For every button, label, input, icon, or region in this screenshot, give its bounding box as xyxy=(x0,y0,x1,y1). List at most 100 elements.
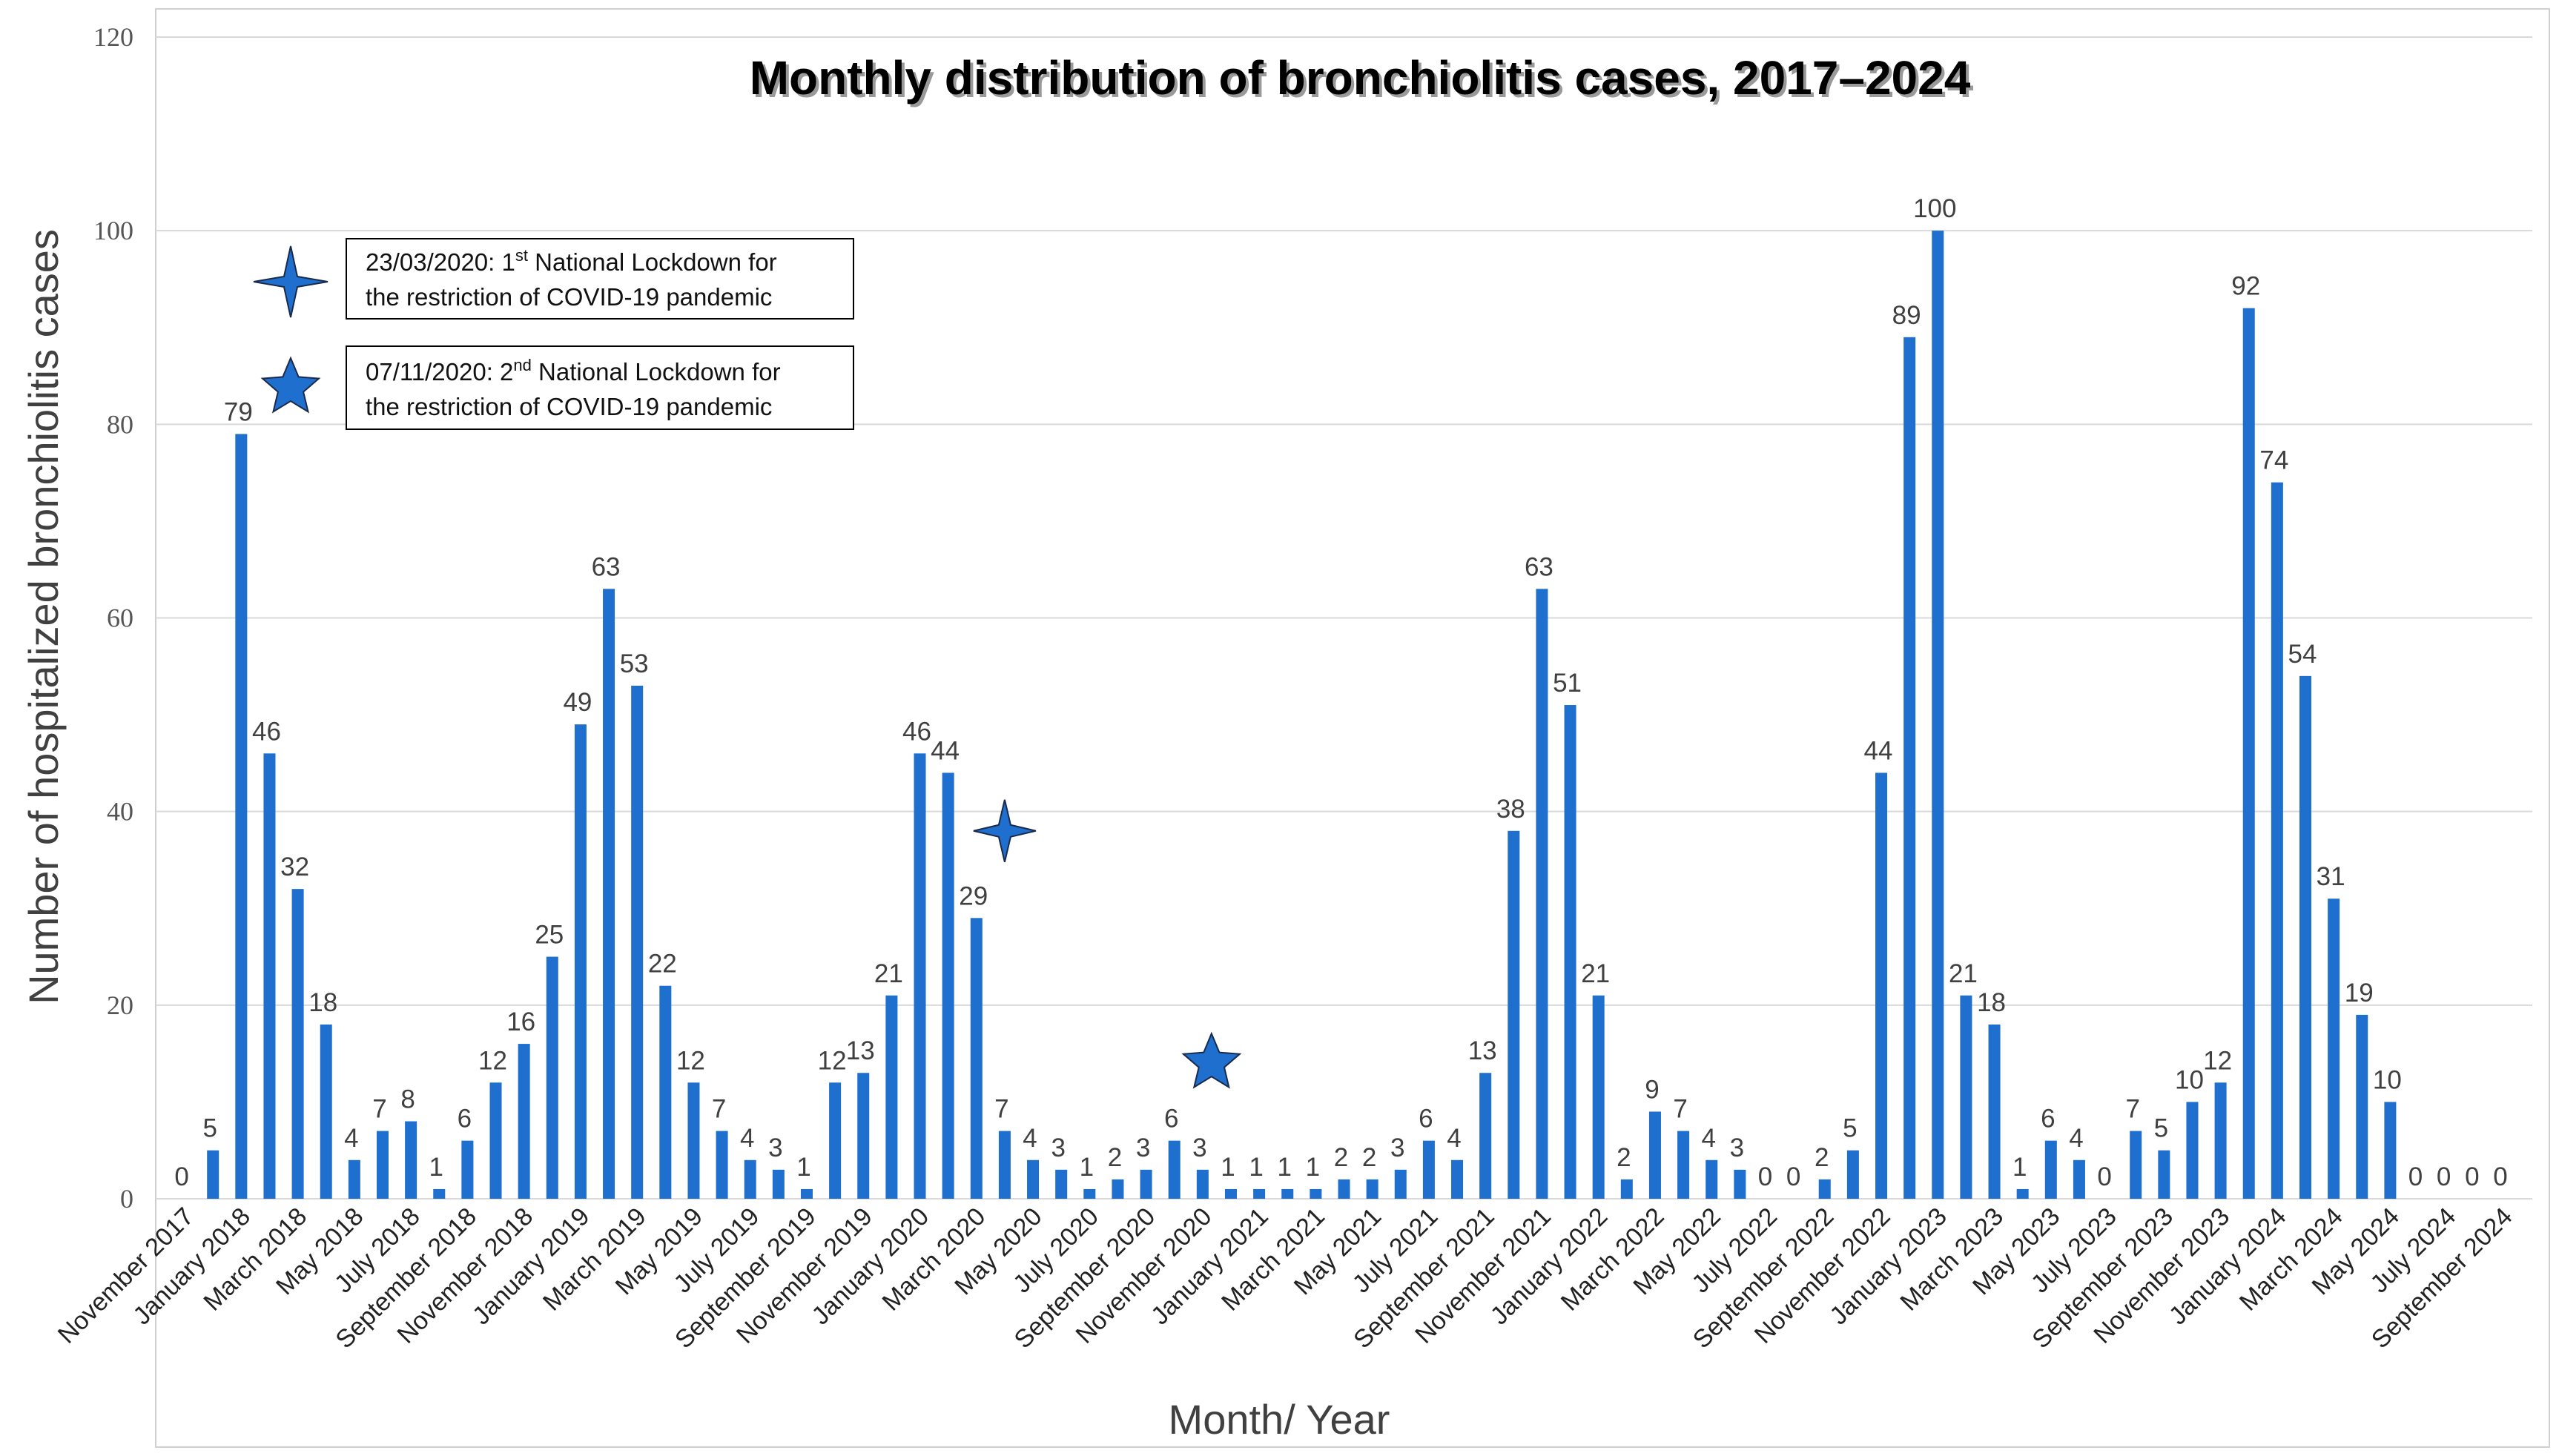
data-label: 54 xyxy=(2288,640,2317,669)
bar xyxy=(2214,1082,2227,1199)
annotation-second-lockdown-line1: 07/11/2020: 2nd National Lockdown for xyxy=(366,356,781,385)
bar xyxy=(1224,1188,1237,1199)
data-label: 44 xyxy=(1864,736,1893,765)
first-lockdown-marker-icon xyxy=(973,799,1037,863)
annotation-legend: 23/03/2020: 1st National Lockdown for th… xyxy=(253,238,854,430)
bar xyxy=(1960,995,1972,1199)
data-label: 31 xyxy=(2317,862,2345,891)
data-label: 19 xyxy=(2345,979,2374,1007)
data-label: 12 xyxy=(2203,1046,2232,1075)
data-label: 3 xyxy=(1730,1134,1744,1162)
bar xyxy=(1932,231,1944,1199)
data-label: 25 xyxy=(535,921,564,950)
bar xyxy=(433,1188,446,1199)
annotation-first-lockdown-line2: the restriction of COVID-19 pandemic xyxy=(366,283,772,311)
data-label: 53 xyxy=(620,649,649,678)
bar xyxy=(2299,675,2312,1199)
bar xyxy=(291,889,304,1199)
bar xyxy=(1422,1140,1435,1199)
data-label: 89 xyxy=(1892,301,1921,330)
bar xyxy=(1253,1188,1266,1199)
data-label: 7 xyxy=(994,1095,1008,1124)
bar xyxy=(518,1044,530,1199)
data-label: 1 xyxy=(1221,1153,1235,1182)
bar xyxy=(1112,1179,1124,1199)
bar xyxy=(405,1121,417,1199)
bar xyxy=(1875,772,1888,1199)
data-label: 3 xyxy=(768,1134,782,1162)
data-label: 44 xyxy=(931,736,960,765)
data-label: 1 xyxy=(1278,1153,1292,1182)
annotation-second-lockdown-line2: the restriction of COVID-19 pandemic xyxy=(366,393,772,420)
bar xyxy=(2384,1102,2397,1199)
bar xyxy=(348,1159,360,1199)
data-label: 4 xyxy=(1701,1124,1715,1153)
data-label: 3 xyxy=(1136,1134,1150,1162)
second-lockdown-marker-icon xyxy=(1181,1031,1242,1089)
bar xyxy=(1338,1179,1350,1199)
data-label: 6 xyxy=(1164,1105,1178,1134)
data-label: 18 xyxy=(1977,988,2006,1017)
data-label: 2 xyxy=(1815,1143,1829,1172)
y-axis-title: Number of hospitalized bronchiolitis cas… xyxy=(20,229,67,1005)
bar xyxy=(1988,1024,2001,1199)
bar xyxy=(1366,1179,1378,1199)
y-axis-ticks: 0 20 40 60 80 100 120 xyxy=(93,22,133,1214)
data-label: 63 xyxy=(1525,552,1553,581)
bar xyxy=(2328,899,2340,1199)
y-tick-label: 120 xyxy=(93,22,133,52)
data-label: 8 xyxy=(400,1085,415,1114)
bar xyxy=(1903,337,1916,1199)
data-label: 5 xyxy=(1843,1114,1857,1143)
bar xyxy=(1027,1159,1040,1199)
bar xyxy=(716,1131,728,1199)
data-label: 49 xyxy=(563,688,592,717)
bars xyxy=(207,231,2397,1199)
plot-area-border xyxy=(155,8,2550,1448)
bar xyxy=(1479,1073,1492,1199)
data-label: 0 xyxy=(1758,1162,1772,1191)
data-label: 21 xyxy=(1949,959,1978,988)
data-label: 1 xyxy=(1080,1153,1094,1182)
bar xyxy=(829,1082,842,1199)
bar xyxy=(603,589,615,1199)
data-label: 5 xyxy=(2154,1114,2168,1143)
x-axis-title: Month/ Year xyxy=(1169,1396,1390,1443)
data-label: 38 xyxy=(1496,795,1525,824)
data-label: 7 xyxy=(2125,1095,2139,1124)
data-label: 21 xyxy=(874,959,903,988)
bar xyxy=(1564,705,1576,1199)
data-label: 2 xyxy=(1334,1143,1348,1172)
bar xyxy=(2186,1102,2199,1199)
bar xyxy=(1196,1169,1209,1199)
bar xyxy=(1168,1140,1181,1199)
data-label: 74 xyxy=(2259,446,2288,475)
bar xyxy=(1281,1188,1294,1199)
bar xyxy=(772,1169,785,1199)
y-tick-label: 20 xyxy=(107,990,133,1020)
data-label: 0 xyxy=(2437,1162,2451,1191)
y-tick-label: 60 xyxy=(107,603,133,633)
data-label: 7 xyxy=(712,1095,726,1124)
data-label: 3 xyxy=(1390,1134,1404,1162)
data-label: 0 xyxy=(2408,1162,2423,1191)
bar xyxy=(998,1131,1011,1199)
bar xyxy=(574,724,587,1199)
y-tick-label: 80 xyxy=(107,409,133,439)
bar xyxy=(2242,308,2255,1199)
data-label: 21 xyxy=(1581,959,1610,988)
annotation-first-lockdown-line1: 23/03/2020: 1st National Lockdown for xyxy=(366,246,777,276)
data-label: 3 xyxy=(1192,1134,1206,1162)
data-label: 92 xyxy=(2231,272,2260,301)
bar xyxy=(1706,1159,1718,1199)
data-label: 4 xyxy=(1023,1124,1037,1153)
data-label: 9 xyxy=(1645,1075,1659,1104)
data-label: 0 xyxy=(2493,1162,2507,1191)
data-label: 32 xyxy=(280,853,309,881)
bar xyxy=(2158,1150,2170,1199)
bar xyxy=(942,772,954,1199)
bar xyxy=(744,1159,756,1199)
